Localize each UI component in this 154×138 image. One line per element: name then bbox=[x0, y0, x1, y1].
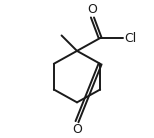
Text: O: O bbox=[72, 123, 82, 136]
Text: O: O bbox=[87, 3, 97, 16]
Text: Cl: Cl bbox=[125, 32, 137, 45]
